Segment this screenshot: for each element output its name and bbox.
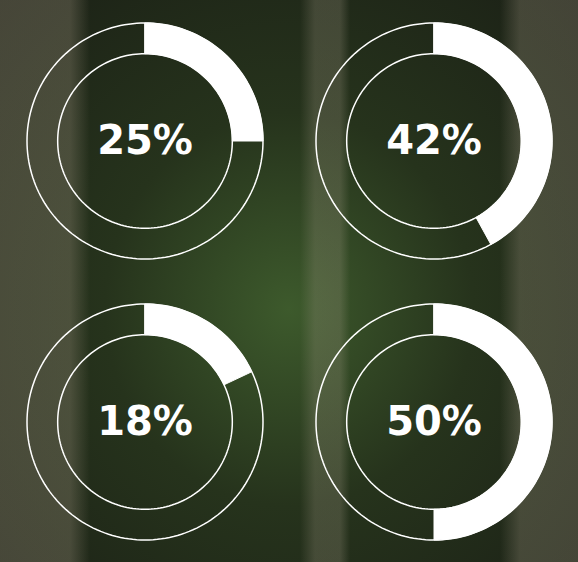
svg-text:42%: 42%: [386, 117, 482, 163]
svg-text:25%: 25%: [97, 117, 193, 163]
svg-text:50%: 50%: [386, 398, 482, 444]
svg-text:18%: 18%: [97, 398, 193, 444]
